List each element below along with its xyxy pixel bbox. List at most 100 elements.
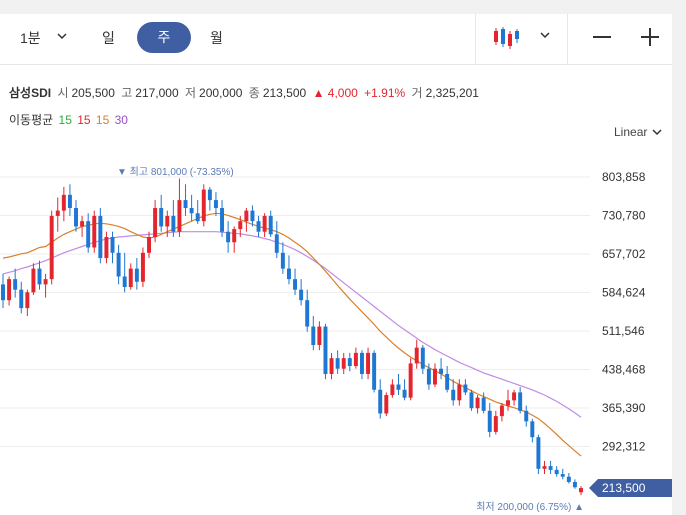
candle-body [183,200,188,209]
candle-body [487,410,492,432]
volume-label: 거 [411,86,423,100]
candle-body [390,384,395,396]
toolbar-divider [475,14,476,64]
candle-body [499,405,504,417]
y-tick-label: 292,312 [602,440,646,454]
candle-body [122,276,127,288]
candle-body [207,189,212,201]
max-price-annotation: ▼ 최고 801,000 (-73.35%) [117,166,234,178]
candle-body [305,300,310,327]
candle-body [542,466,547,469]
candle-body [579,488,583,493]
candle-body [323,326,328,374]
chevron-down-icon[interactable] [57,33,67,40]
high-value: 217,000 [135,86,179,100]
candle-body [19,289,24,309]
chevron-down-icon[interactable] [652,129,662,136]
tab-day[interactable]: 일 [102,30,115,46]
tab-month[interactable]: 월 [210,30,223,46]
candle-body [7,279,12,301]
candle-body [439,368,444,374]
candle-body [378,389,383,414]
candle-body [43,279,48,285]
ma-item: 15 [77,113,91,127]
candle-body [329,358,334,374]
y-tick-label: 511,546 [602,324,645,338]
candle-body [201,189,206,222]
ma-item: 15 [95,113,110,127]
moving-average-legend[interactable]: 이동평균 15 15 15 30 [9,111,130,128]
candle-body [506,400,510,406]
high-label: 고 [121,86,133,100]
candle-body [274,234,279,253]
candle-body [293,279,298,290]
ma-item: 15 [58,113,72,127]
candle-body [493,416,498,432]
y-tick-label: 803,858 [602,170,646,184]
chevron-down-icon[interactable] [540,32,550,39]
y-tick-label: 438,468 [602,363,646,377]
candle-body [195,213,200,222]
candle-body [347,358,352,367]
volume-value: 2,325,201 [425,86,479,100]
candle-body [256,221,261,232]
y-tick-label: 584,624 [602,286,646,300]
scale-select[interactable]: Linear [614,125,648,139]
candle-body [426,368,431,385]
candle-body [457,384,462,401]
candle-body [232,229,237,243]
y-tick-label: 730,780 [602,209,646,223]
candle-body [147,236,151,253]
candle-body [402,389,407,398]
minus-icon[interactable] [593,36,611,38]
price-info: 삼성SDI 시 205,500 고 217,000 저 200,000 종 213,50… [9,84,482,101]
candle-body [104,236,109,259]
candle-body [572,481,577,488]
candle-body [140,252,145,282]
candlestick-icon[interactable] [493,25,521,51]
candlestick-chart[interactable]: 803,858 730,780 657,702 584,624 511,546 438,4… [0,144,672,515]
candle-body [463,384,468,393]
candle-body [445,373,450,390]
candle-body [280,252,285,269]
candle-body [171,215,176,232]
candle-body [49,215,54,280]
candle-body [299,289,304,301]
candle-body [414,347,419,364]
candle-body [475,397,480,409]
candle-body [61,194,66,211]
low-label: 저 [185,86,197,100]
candle-body [384,395,389,414]
candle-body [250,210,255,222]
candle-body [67,194,72,209]
candle-body [159,208,164,227]
open-label: 시 [57,86,69,100]
candle-body [335,358,340,369]
candle-body [238,221,243,230]
toolbar-divider [567,14,568,64]
tab-week[interactable]: 주 [137,22,191,53]
candle-body [396,384,401,390]
ma30-line [2,231,582,418]
candle-body [189,208,194,214]
ma-item: 30 [114,113,128,127]
candle-body [286,268,291,280]
candle-body [128,268,133,288]
candle-body [530,421,535,438]
candle-body [1,284,5,301]
candle-body [110,236,115,253]
candle-body [451,389,456,401]
candle-body [165,215,170,227]
candle-body [469,392,474,409]
candle-body [116,252,121,277]
current-price-label: 213,500 [602,481,646,495]
interval-select[interactable]: 1분 [20,30,41,46]
candle-body [31,268,36,293]
candle-body [220,208,225,232]
low-value: 200,000 [199,86,243,100]
toolbar: 1분 일 주 월 [0,14,672,65]
candle-body [226,231,231,243]
candle-body [512,392,517,401]
candle-body [92,215,97,248]
candle-body [554,469,559,475]
